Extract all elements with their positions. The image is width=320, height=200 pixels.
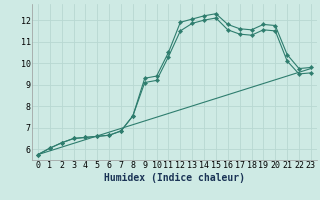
X-axis label: Humidex (Indice chaleur): Humidex (Indice chaleur) — [104, 173, 245, 183]
